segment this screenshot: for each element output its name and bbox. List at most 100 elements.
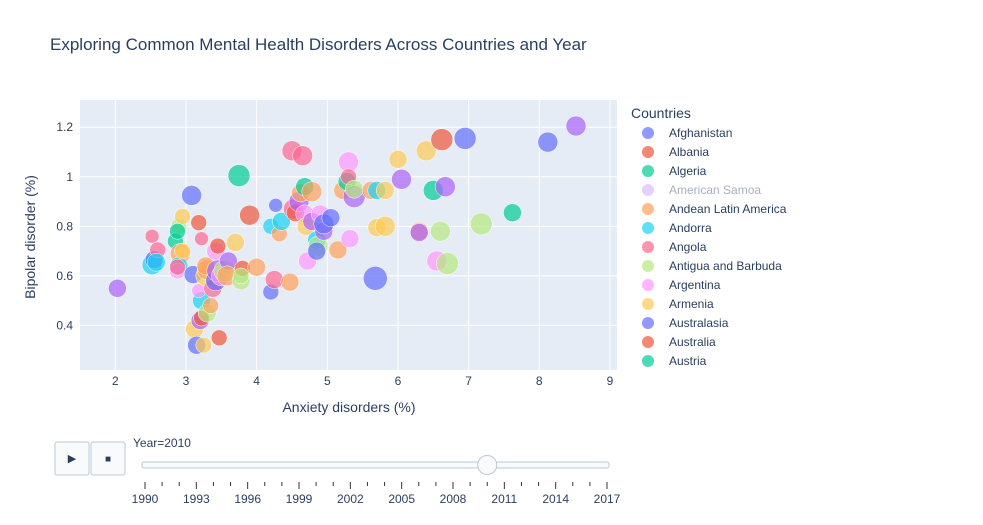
play-button[interactable]: ▶ (54, 441, 90, 476)
data-point[interactable] (209, 237, 227, 255)
data-point[interactable] (436, 252, 459, 275)
legend-marker (642, 241, 654, 253)
legend-item[interactable]: Algeria (642, 164, 707, 178)
x-tick-label: 5 (324, 374, 331, 388)
legend-label: Antigua and Barbuda (669, 259, 782, 273)
legend-item[interactable]: Albania (642, 145, 709, 159)
legend-item[interactable]: American Samoa (642, 183, 761, 197)
data-point[interactable] (292, 145, 313, 166)
data-point[interactable] (430, 221, 451, 242)
data-point[interactable] (195, 336, 212, 354)
data-point[interactable] (227, 164, 251, 187)
legend-label: Afghanistan (669, 126, 732, 140)
y-tick-label: 0.8 (56, 219, 73, 233)
x-axis-ticks: 2 3 4 5 6 7 8 9 (112, 374, 614, 388)
data-point[interactable] (232, 267, 250, 285)
slider-ticks: 1990 1993 1996 1999 2002 2005 2008 2011 2014 2017 (132, 482, 621, 506)
data-point[interactable] (503, 203, 522, 222)
legend-item[interactable]: Andorra (642, 221, 712, 235)
data-point[interactable] (169, 223, 186, 240)
legend-item[interactable]: Australasia (642, 316, 729, 330)
data-point[interactable] (190, 214, 207, 231)
legend-label: Albania (669, 145, 709, 159)
data-point[interactable] (174, 208, 191, 225)
slider-tick-label: 1993 (183, 492, 210, 506)
data-point[interactable] (247, 257, 266, 277)
legend-marker (642, 184, 654, 196)
legend-item[interactable]: Antigua and Barbuda (642, 259, 782, 273)
legend-marker (642, 203, 654, 215)
legend-marker (642, 146, 654, 158)
data-point[interactable] (194, 231, 209, 246)
data-point[interactable] (363, 266, 388, 291)
data-point[interactable] (537, 131, 559, 153)
data-point[interactable] (210, 329, 228, 347)
y-axis-ticks: 0.4 0.6 0.8 1 1.2 (56, 120, 73, 332)
data-point[interactable] (344, 179, 364, 199)
slider-tick-label: 1999 (286, 492, 313, 506)
x-tick-label: 9 (607, 374, 614, 388)
data-point[interactable] (435, 176, 456, 197)
data-point[interactable] (453, 127, 477, 150)
slider-current-value: Year=2010 (133, 436, 191, 450)
data-point[interactable] (144, 228, 160, 244)
data-point[interactable] (169, 258, 186, 276)
data-point[interactable] (265, 270, 284, 289)
x-tick-label: 6 (395, 374, 402, 388)
data-point[interactable] (321, 208, 341, 227)
data-point[interactable] (174, 242, 191, 260)
legend-marker (642, 222, 654, 234)
grid-lines (80, 100, 617, 370)
legend-label: Algeria (669, 164, 707, 178)
stop-icon: ■ (105, 454, 111, 465)
legend-item[interactable]: Angola (642, 240, 707, 254)
legend-marker (642, 298, 654, 310)
slider-tick-label: 2011 (491, 492, 517, 506)
legend-item[interactable]: Afghanistan (642, 126, 732, 140)
data-point[interactable] (388, 150, 408, 169)
data-point[interactable] (565, 115, 587, 137)
data-point[interactable] (108, 279, 127, 298)
legend-marker (642, 127, 654, 139)
legend-item[interactable]: Argentina (642, 278, 721, 292)
stop-button[interactable]: ■ (90, 441, 126, 476)
legend-item[interactable]: Austria (642, 354, 707, 368)
legend-label: Armenia (669, 297, 714, 311)
x-tick-label: 8 (536, 374, 543, 388)
data-point[interactable] (430, 128, 454, 151)
data-point[interactable] (470, 212, 493, 236)
legend-item[interactable]: Australia (642, 335, 716, 349)
data-point[interactable] (391, 169, 412, 190)
data-point[interactable] (280, 272, 300, 292)
data-point[interactable] (415, 140, 437, 162)
year-slider-handle[interactable] (477, 455, 498, 475)
scatter-points (108, 115, 587, 355)
data-point[interactable] (147, 252, 166, 272)
legend-label: American Samoa (669, 183, 761, 197)
data-point[interactable] (340, 229, 360, 248)
data-point[interactable] (307, 241, 326, 261)
slider-tick-label: 1990 (132, 492, 159, 506)
data-point[interactable] (226, 233, 245, 252)
data-point[interactable] (202, 297, 219, 314)
slider-tick-label: 2017 (594, 492, 621, 506)
x-tick-label: 7 (465, 374, 472, 388)
y-tick-label: 0.4 (56, 318, 73, 332)
data-point[interactable] (181, 185, 202, 206)
legend-label: Andorra (669, 221, 712, 235)
data-point[interactable] (328, 240, 348, 260)
x-tick-label: 3 (183, 374, 190, 388)
data-point[interactable] (375, 181, 395, 200)
data-point[interactable] (239, 204, 260, 226)
data-point[interactable] (272, 212, 291, 231)
year-slider-track[interactable] (141, 461, 610, 469)
data-point[interactable] (268, 198, 283, 213)
legend: Afghanistan Albania Algeria American Samoa A… (642, 126, 787, 368)
data-point[interactable] (301, 181, 323, 202)
data-point[interactable] (409, 223, 429, 242)
chart-title: Exploring Common Mental Health Disorders… (50, 35, 587, 54)
data-point[interactable] (374, 216, 396, 237)
legend-item[interactable]: Andean Latin America (642, 202, 787, 216)
slider-tick-label: 2005 (388, 492, 415, 506)
legend-item[interactable]: Armenia (642, 297, 714, 311)
